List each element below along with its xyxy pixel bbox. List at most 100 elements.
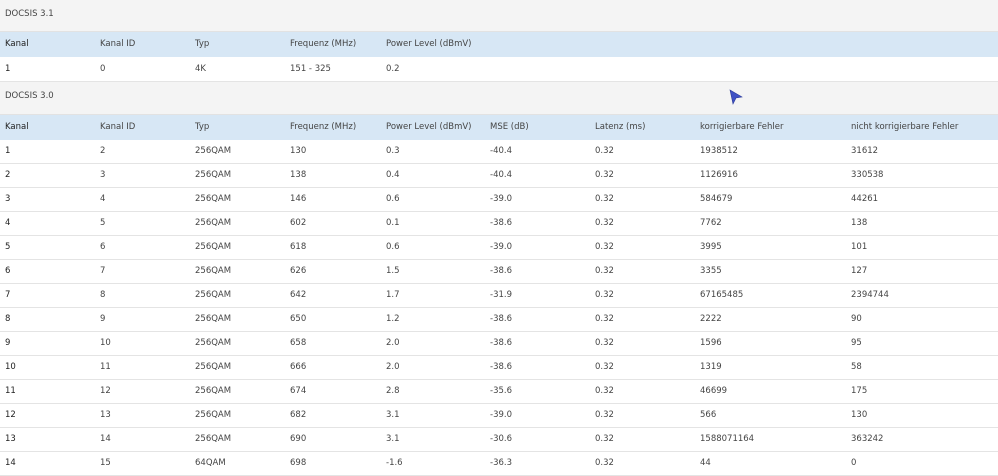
table-cell: 0 [100,64,106,74]
table-cell: 0.32 [595,194,614,204]
table-row: 13 14 256QAM 690 3.1 -30.6 0.32 1588071164 36324… [0,428,998,452]
table-cell: 0.32 [595,386,614,396]
table-header: Kanal Kanal ID Typ Frequenz (MHz) Power Leve… [0,32,998,57]
table-cell: 0.6 [386,242,400,252]
table-cell: 13 [100,410,111,420]
table-cell: 127 [851,266,868,276]
table-row: 14 15 64QAM 698 -1.6 -36.3 0.32 44 0 [0,452,998,476]
table-cell: 14 [100,434,111,444]
table-cell: 0.32 [595,266,614,276]
table-cell: 256QAM [195,410,232,420]
table-cell: -40.4 [490,146,512,156]
table-cell: 8 [5,314,11,324]
table-cell: 330538 [851,170,884,180]
table-row: 4 5 256QAM 602 0.1 -38.6 0.32 7762 138 [0,212,998,236]
table-cell: 9 [5,338,11,348]
table-cell: 1319 [700,362,722,372]
table-cell: 3 [5,194,11,204]
table-cell: 138 [290,170,307,180]
column-header: Typ [195,39,210,49]
table-cell: 12 [5,410,16,420]
table-cell: 0.2 [386,64,400,74]
table-cell: 64QAM [195,458,226,468]
table-cell: 256QAM [195,386,232,396]
table-cell: 4K [195,64,206,74]
table-cell: 674 [290,386,307,396]
table-cell: 0.32 [595,290,614,300]
table-cell: 44 [700,458,711,468]
table-cell: 0 [851,458,857,468]
table-cell: 8 [100,290,106,300]
column-header: Kanal [5,39,29,49]
table-cell: 58 [851,362,862,372]
table-cell: 0.32 [595,410,614,420]
column-header: Typ [195,122,210,132]
section-title: DOCSIS 3.0 [0,82,998,115]
column-header: Frequenz (MHz) [290,122,357,132]
table-cell: 7 [100,266,106,276]
table-cell: 2.8 [386,386,400,396]
table-cell: -36.3 [490,458,512,468]
table-cell: 3 [100,170,106,180]
table-cell: 566 [700,410,717,420]
column-header: Kanal [5,122,29,132]
table-row: 6 7 256QAM 626 1.5 -38.6 0.32 3355 127 [0,260,998,284]
table-cell: 0.32 [595,218,614,228]
table-cell: 256QAM [195,314,232,324]
table-cell: 7762 [700,218,722,228]
table-row: 3 4 256QAM 146 0.6 -39.0 0.32 584679 44261 [0,188,998,212]
table-row: 10 11 256QAM 666 2.0 -38.6 0.32 1319 58 [0,356,998,380]
table-cell: 618 [290,242,307,252]
table-cell: 682 [290,410,307,420]
table-cell: 0.32 [595,362,614,372]
table-cell: 690 [290,434,307,444]
table-cell: 658 [290,338,307,348]
table-cell: -38.6 [490,218,512,228]
table-cell: -1.6 [386,458,403,468]
table-cell: 44261 [851,194,879,204]
table-cell: 130 [290,146,307,156]
table-cell: 101 [851,242,868,252]
table-cell: 666 [290,362,307,372]
table-row: 7 8 256QAM 642 1.7 -31.9 0.32 67165485 2394744 [0,284,998,308]
table-cell: 0.32 [595,434,614,444]
table-cell: -39.0 [490,410,512,420]
table-cell: 256QAM [195,218,232,228]
table-cell: 10 [100,338,111,348]
table-row: 1 0 4K 151 - 325 0.2 [0,57,998,82]
table-header: Kanal Kanal ID Typ Frequenz (MHz) Power Leve… [0,115,998,140]
column-header: Latenz (ms) [595,122,646,132]
table-cell: -39.0 [490,194,512,204]
table-cell: 0.32 [595,170,614,180]
table-cell: 256QAM [195,290,232,300]
table-cell: 151 - 325 [290,64,331,74]
column-header: korrigierbare Fehler [700,122,784,132]
table-cell: 256QAM [195,170,232,180]
table-cell: 698 [290,458,307,468]
table-cell: 12 [100,386,111,396]
table-cell: 2 [100,146,106,156]
table-cell: 0.3 [386,146,400,156]
table-cell: 2.0 [386,338,400,348]
table-row: 1 2 256QAM 130 0.3 -40.4 0.32 1938512 31612 [0,140,998,164]
table-row: 8 9 256QAM 650 1.2 -38.6 0.32 2222 90 [0,308,998,332]
table-cell: 1 [5,64,11,74]
table-cell: 46699 [700,386,728,396]
table-row: 12 13 256QAM 682 3.1 -39.0 0.32 566 130 [0,404,998,428]
table-cell: 256QAM [195,362,232,372]
table-cell: 3355 [700,266,722,276]
table-cell: -31.9 [490,290,512,300]
table-cell: 256QAM [195,266,232,276]
table-cell: 256QAM [195,194,232,204]
table-cell: 31612 [851,146,879,156]
table-cell: -38.6 [490,266,512,276]
table-cell: 6 [100,242,106,252]
table-cell: -39.0 [490,242,512,252]
table-cell: 1.2 [386,314,400,324]
table-cell: 11 [100,362,111,372]
table-cell: 256QAM [195,146,232,156]
table-cell: 363242 [851,434,884,444]
table-cell: 146 [290,194,307,204]
table-cell: 1588071164 [700,434,755,444]
